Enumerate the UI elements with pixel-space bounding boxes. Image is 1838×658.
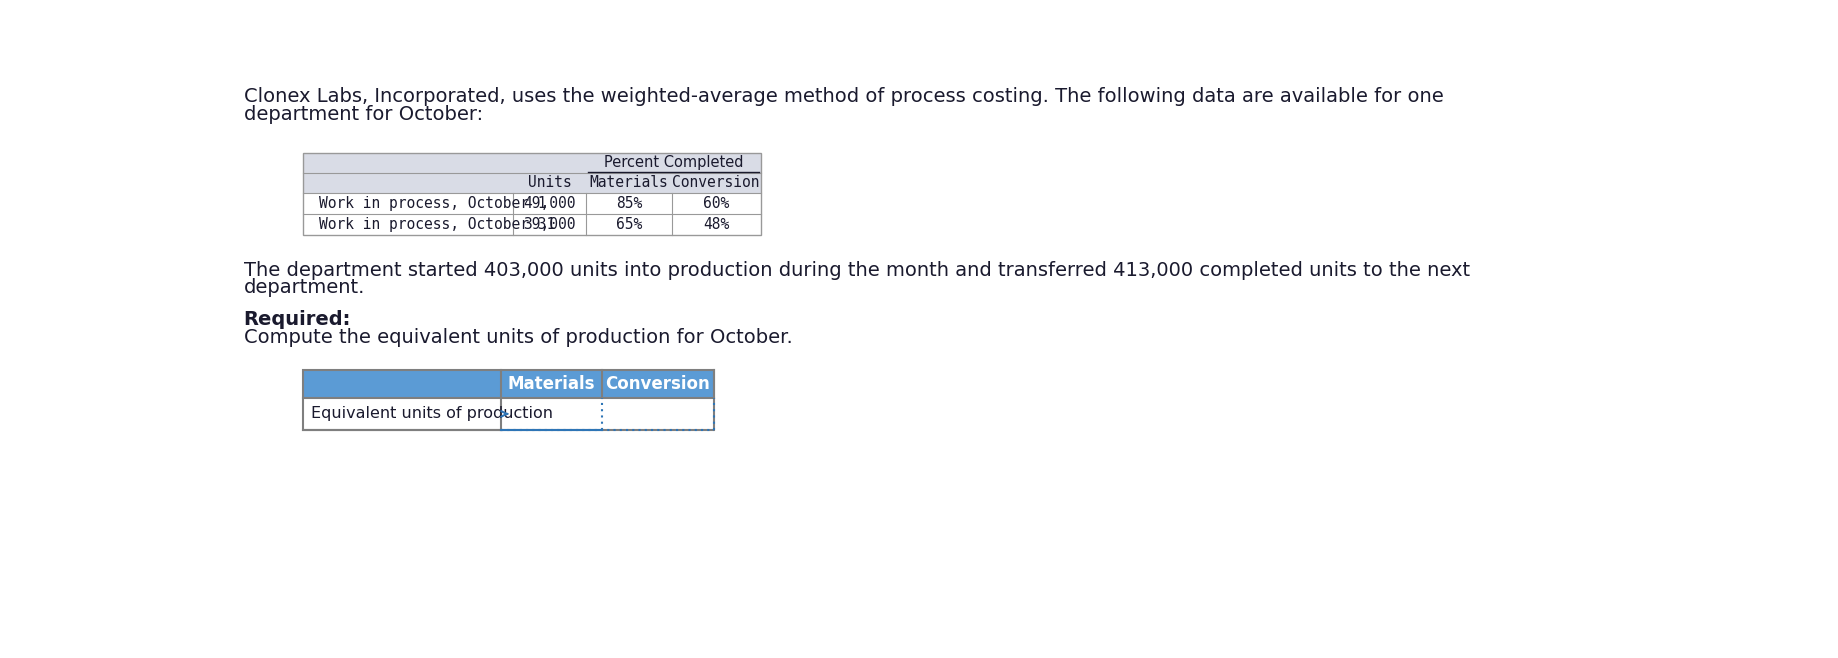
Bar: [303, 370, 715, 397]
Text: Materials: Materials: [507, 375, 596, 393]
Text: 49,000: 49,000: [524, 196, 575, 211]
Text: Compute the equivalent units of production for October.: Compute the equivalent units of producti…: [244, 328, 792, 347]
Text: Required:: Required:: [244, 310, 351, 329]
Text: Units: Units: [528, 176, 572, 190]
Text: Clonex Labs, Incorporated, uses the weighted-average method of process costing. : Clonex Labs, Incorporated, uses the weig…: [244, 88, 1443, 107]
Text: Conversion: Conversion: [673, 176, 759, 190]
Text: Equivalent units of production: Equivalent units of production: [311, 407, 553, 421]
Text: 39,000: 39,000: [524, 216, 575, 232]
Text: 60%: 60%: [702, 196, 730, 211]
Text: Conversion: Conversion: [605, 375, 709, 393]
Text: 65%: 65%: [616, 216, 641, 232]
Text: Percent Completed: Percent Completed: [603, 155, 743, 170]
Text: The department started 403,000 units into production during the month and transf: The department started 403,000 units int…: [244, 261, 1470, 280]
Bar: [303, 153, 761, 234]
Text: Work in process, October 31: Work in process, October 31: [318, 216, 555, 232]
Text: Materials: Materials: [590, 176, 669, 190]
Text: 48%: 48%: [702, 216, 730, 232]
Text: department for October:: department for October:: [244, 105, 483, 124]
Text: Work in process, October 1: Work in process, October 1: [318, 196, 546, 211]
Bar: [303, 370, 715, 430]
Text: department.: department.: [244, 278, 366, 297]
Bar: [303, 153, 761, 193]
Text: 85%: 85%: [616, 196, 641, 211]
